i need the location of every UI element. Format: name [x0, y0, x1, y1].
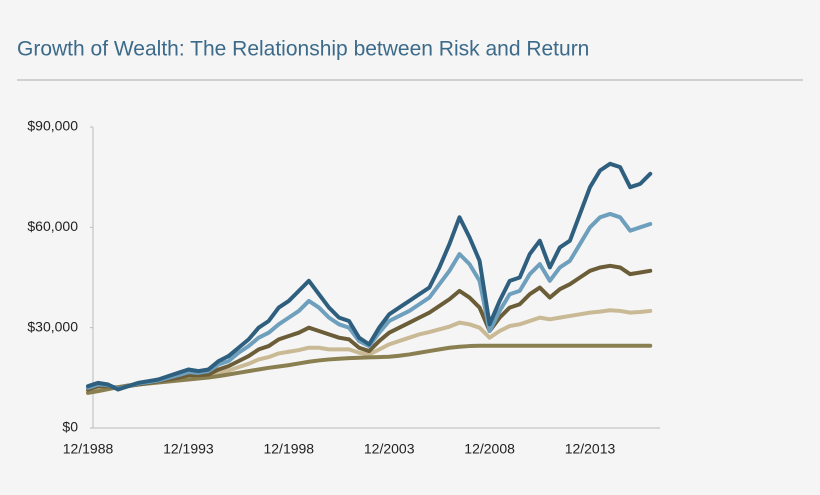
x-tick-label: 12/2013	[565, 441, 616, 457]
x-tick-label: 12/1998	[263, 441, 314, 457]
y-tick-label: $30,000	[27, 318, 78, 334]
series-line	[86, 343, 653, 395]
x-tick-label: 12/1988	[63, 441, 114, 457]
x-tick-label: 12/2003	[364, 441, 415, 457]
series-line	[86, 263, 653, 392]
y-tick-label: $60,000	[27, 218, 78, 234]
series-line	[86, 161, 653, 392]
x-tick-label: 12/2008	[464, 441, 515, 457]
y-tick-label: $0	[62, 419, 78, 435]
y-tick-label: $90,000	[27, 118, 78, 134]
x-tick-label: 12/1993	[163, 441, 214, 457]
chart-title: Growth of Wealth: The Relationship betwe…	[17, 38, 589, 61]
